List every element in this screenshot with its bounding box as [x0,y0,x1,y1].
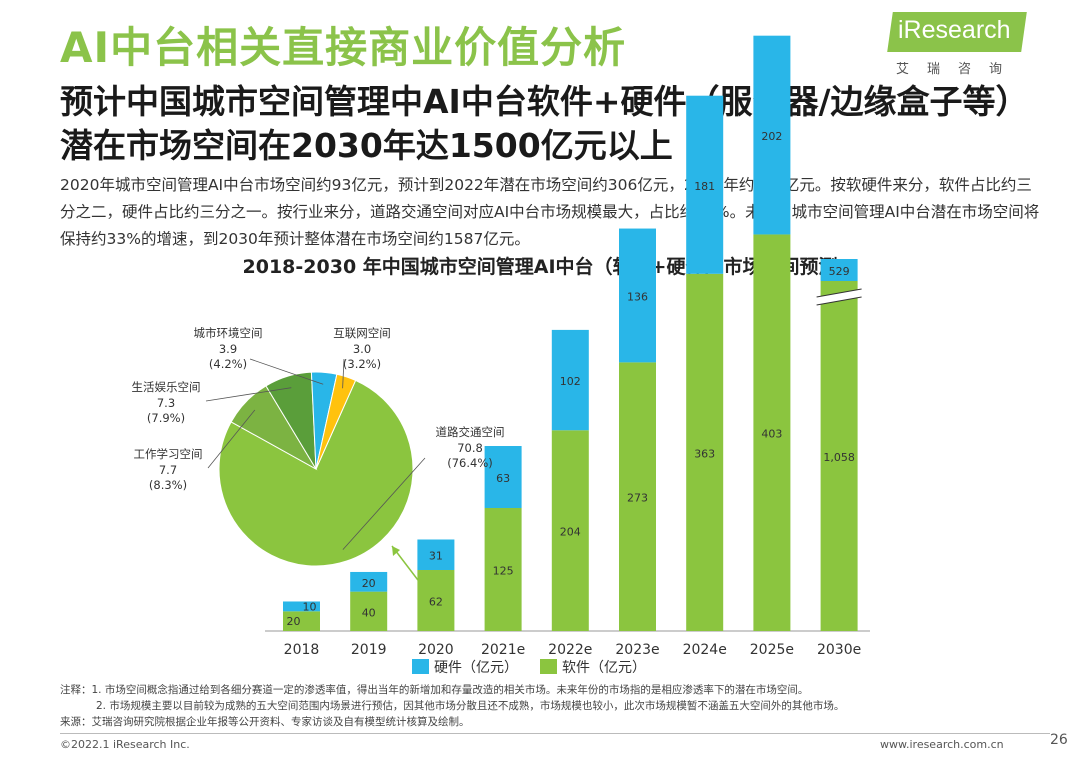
pie-label-percent: (8.3%) [149,478,187,492]
bar-label-software: 273 [627,492,648,505]
legend-swatch-hardware [412,659,429,674]
bar-label-software: 40 [362,606,376,619]
bar-label-hardware: 136 [627,290,648,303]
pie-label-name: 生活娱乐空间 [132,380,201,394]
x-tick-label: 2020 [418,642,454,658]
bar-hardware [283,601,320,612]
bar-software [686,273,724,631]
bar-label-software: 403 [761,428,782,441]
legend-label-software: 软件（亿元） [562,660,646,676]
logo-text: iResearch [898,16,1011,44]
bar-label-hardware: 202 [761,130,782,143]
legend-label-hardware: 硬件（亿元） [434,660,518,676]
bar-label-hardware: 102 [560,375,581,388]
pie-leader-line [205,387,292,402]
note-line-2: 2. 市场规模主要以目前较为成熟的五大空间范围内场景进行预估，因其他市场分散且还… [96,700,845,712]
connector-arrowhead [392,546,400,556]
pie-leader-line [207,409,256,469]
pie-label-value: 3.0 [353,342,371,356]
bar-label-hardware: 20 [362,577,376,590]
pie-label-percent: (4.2%) [209,357,247,371]
bar-label-software: 204 [560,526,581,539]
pie-leader-line [249,358,324,385]
bar-hardware [686,95,724,274]
page-subtitle: 预计中国城市空间管理中AI中台软件+硬件（服务器/边缘盒子等）潜在市场空间在20… [60,82,1013,165]
bar-label-software: 125 [493,565,514,578]
x-tick-label: 2025e [750,642,794,658]
bar-label-hardware: 10 [303,600,317,613]
bar-label-software: 62 [429,595,443,608]
pie-slice [315,373,357,470]
note-source: 来源：艾瑞咨询研究院根据企业年报等公开资料、专家访谈及自有模型统计核算及绘制。 [60,716,470,728]
footnotes: 注释：1. 市场空间概念指通过给到各细分赛道一定的渗透率值，得出当年的新增加和存… [60,682,844,730]
iresearch-logo: iResearch 艾瑞咨询 [887,12,1040,82]
x-tick-label: 2019 [351,642,387,658]
x-tick-label: 2021e [481,642,525,658]
bar-software [753,234,791,631]
axis-break-line [816,288,862,298]
bar-label-hardware: 529 [829,265,850,278]
bar-software [283,611,320,631]
pie-label-name: 工作学习空间 [134,447,203,461]
page-title: AI中台相关直接商业价值分析 [60,23,627,72]
legend-swatch-software [540,659,557,674]
x-tick-label: 2022e [548,642,592,658]
note-line-1: 注释：1. 市场空间概念指通过给到各细分赛道一定的渗透率值，得出当年的新增加和存… [60,684,809,696]
pie-leader-line [342,358,345,389]
page-number: 26 [1050,732,1068,748]
bar-software [417,569,455,631]
bar-label-software: 363 [694,447,715,460]
bar-software [619,362,656,631]
chart-canvas: 201020184020201962312020125632021e204102… [132,35,870,676]
bar-hardware [551,329,589,431]
pie-label-value: 3.9 [219,342,237,356]
footer-divider [60,733,1050,734]
pie-label-percent: (3.2%) [343,357,381,371]
pie-label-percent: (7.9%) [147,411,185,425]
bar-hardware [484,446,522,508]
bar-hardware [619,228,656,363]
axis-break-mark [816,289,862,305]
copyright: ©2022.1 iResearch Inc. [60,738,190,751]
pie-label-percent: (76.4%) [447,456,493,470]
logo-subtitle: 艾瑞咨询 [896,62,1021,77]
x-tick-label: 2018 [284,642,320,658]
bar-software [820,281,858,631]
bar-hardware [820,259,858,281]
bar-software [551,430,589,631]
x-tick-label: 2023e [615,642,659,658]
bar-label-software: 20 [287,615,301,628]
pie-label-name: 互联网空间 [333,326,391,340]
bar-label-hardware: 181 [694,180,715,193]
pie-label-name: 道路交通空间 [436,425,505,439]
pie-label-value: 7.7 [159,463,177,477]
pie-leader-line [342,457,426,550]
bar-software [350,591,388,631]
bar-hardware [417,539,455,570]
bar-label-software: 1,058 [823,451,855,464]
pie-label-name: 城市环境空间 [194,326,263,340]
x-tick-label: 2030e [817,642,861,658]
bar-software [484,508,522,631]
bar-label-hardware: 63 [496,472,510,485]
pie-label-value: 70.8 [457,441,483,455]
bar-hardware [753,35,791,235]
x-tick-label: 2024e [683,642,727,658]
bar-hardware [350,571,388,592]
pie-slice [218,379,414,567]
pie-label-value: 7.3 [157,396,175,410]
axis-break-line [816,296,862,306]
website-link[interactable]: www.iresearch.com.cn [880,738,1004,751]
bar-label-hardware: 31 [429,550,443,563]
